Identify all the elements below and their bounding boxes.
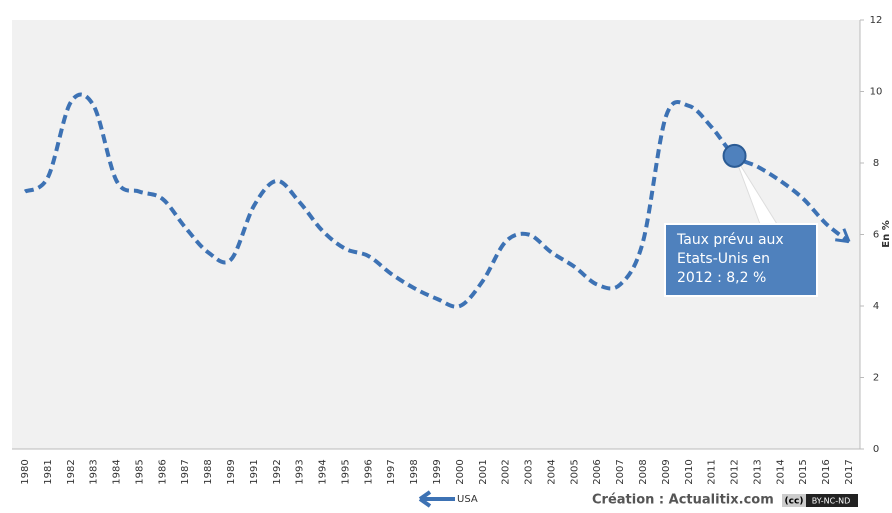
x-tick-label: 2006 [592,459,603,484]
credit: Création : Actualitix.com [592,493,774,508]
license: BY-NC-ND [812,497,850,506]
y-tick-label: 8 [873,158,879,169]
legend-icon [418,490,455,508]
highlight-point [722,143,747,168]
x-tick-label: 2008 [638,459,649,484]
x-tick-label: 1985 [134,459,145,484]
y-tick-label: 10 [870,87,883,98]
y-tick-label: 12 [870,15,883,26]
x-tick-label: 1980 [20,459,31,484]
x-tick-label: 2005 [569,459,580,484]
y-tick-label: 0 [873,444,879,455]
x-tick-label: 2010 [684,459,695,484]
x-tick-label: 2001 [478,459,489,484]
x-tick-label: 1998 [409,459,420,484]
x-tick-label: 1997 [386,459,397,484]
line-arrow [835,228,851,244]
x-tick-label: 1999 [432,459,443,484]
x-tick-label: 2013 [752,459,763,484]
x-tick-label: 1996 [363,459,374,484]
x-tick-label: 1983 [89,459,100,484]
legend-label: USA [457,494,478,505]
x-tick-label: 1991 [249,459,260,484]
x-tick-label: 2004 [546,459,557,484]
y-tick-label: 2 [873,373,879,384]
x-tick-label: 2009 [661,459,672,484]
x-tick-label: 1982 [66,459,77,484]
x-tick-label: 1987 [180,459,191,484]
x-tick-label: 1994 [318,459,329,484]
x-tick-label: 1993 [295,459,306,484]
x-tick-label: 2017 [844,459,855,484]
annotation-text: Etats-Unis en [677,251,770,267]
x-tick-label: 2016 [821,459,832,484]
x-tick-label: 2012 [730,459,741,484]
x-tick-label: 1992 [272,459,283,484]
license-cc: (cc) [785,497,804,507]
x-tick-label: 2003 [524,459,535,484]
y-axis-label: En % [881,220,892,247]
x-tick-label: 1984 [112,459,123,484]
x-tick-label: 1986 [157,459,168,484]
series-line [23,92,851,309]
x-tick-label: 1995 [340,459,351,484]
x-tick-label: 2007 [615,459,626,484]
x-tick-label: 1981 [43,459,54,484]
x-tick-label: 2015 [798,459,809,484]
annotation-text: 2012 : 8,2 % [677,270,766,286]
annotation-text: Taux prévu aux [676,232,784,248]
x-tick-label: 2000 [455,459,466,484]
license-badge-cc [782,494,806,507]
annotation-box [664,223,818,297]
x-tick-label: 1989 [226,459,237,484]
y-tick-label: 6 [873,230,879,241]
x-tick-label: 2011 [707,459,718,484]
x-tick-label: 2002 [501,459,512,484]
x-tick-label: 2014 [775,459,786,484]
y-tick-label: 4 [873,301,879,312]
x-tick-label: 1988 [203,459,214,484]
